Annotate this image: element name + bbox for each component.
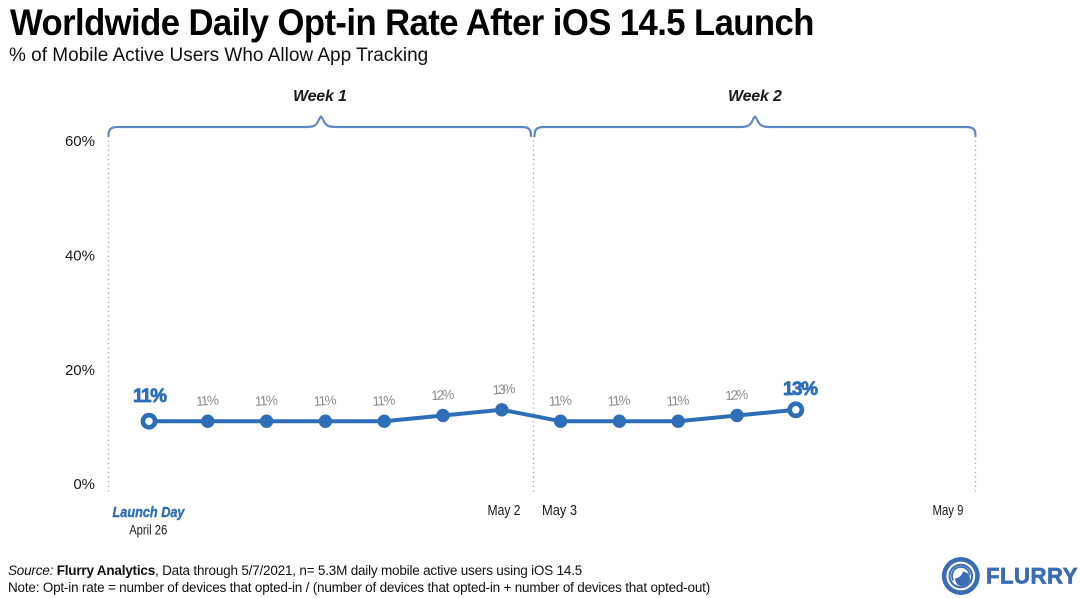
svg-text:0%: 0%: [73, 476, 95, 493]
svg-text:12%: 12%: [431, 387, 455, 404]
svg-text:FLURRY: FLURRY: [986, 564, 1078, 589]
svg-text:11%: 11%: [195, 392, 219, 409]
svg-text:11%: 11%: [313, 392, 337, 409]
svg-text:Launch Day: Launch Day: [113, 505, 186, 521]
svg-text:12%: 12%: [725, 387, 749, 404]
svg-text:May 9: May 9: [933, 503, 964, 519]
svg-text:11%: 11%: [372, 392, 396, 409]
svg-text:11%: 11%: [607, 392, 631, 409]
svg-text:April 26: April 26: [129, 523, 167, 538]
svg-text:11%: 11%: [133, 386, 167, 407]
svg-text:60%: 60%: [65, 133, 95, 150]
svg-text:11%: 11%: [548, 392, 572, 409]
svg-text:13%: 13%: [492, 381, 516, 398]
svg-text:11%: 11%: [254, 392, 278, 409]
svg-text:11%: 11%: [666, 392, 690, 409]
svg-text:40%: 40%: [65, 248, 95, 265]
svg-text:13%: 13%: [783, 379, 818, 400]
svg-text:20%: 20%: [65, 362, 95, 379]
svg-text:May 3: May 3: [542, 503, 577, 519]
svg-text:May 2: May 2: [488, 503, 521, 519]
